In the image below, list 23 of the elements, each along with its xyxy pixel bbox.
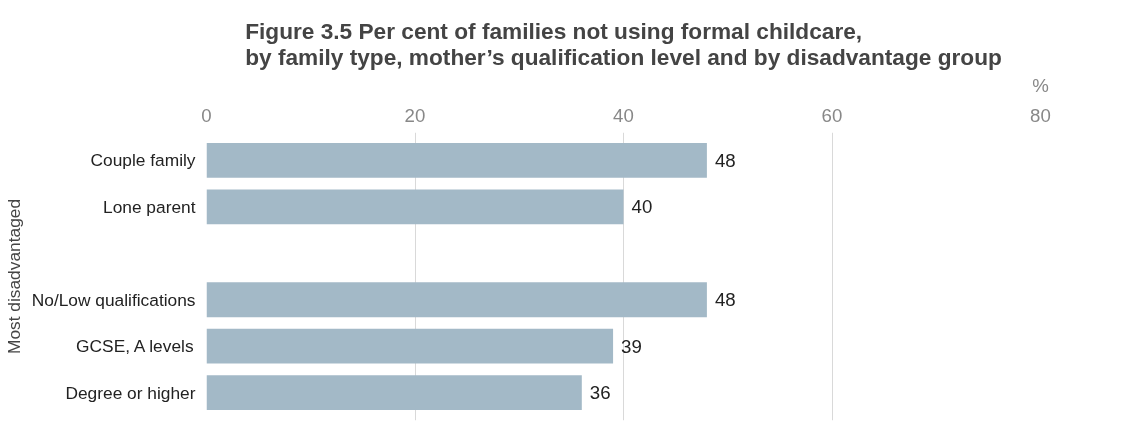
chart-title: Figure 3.5 Per cent of families not using formal childcare, by family type, mother’s qualification level and by disadvantage group xyxy=(245,17,1002,70)
bar xyxy=(206,375,582,411)
x-tick-label: 80 xyxy=(1030,104,1051,126)
bar xyxy=(206,282,707,318)
y-tick-label: No/Low qualifications xyxy=(31,289,196,310)
x-tick-label: 40 xyxy=(613,104,634,126)
data-label: 39 xyxy=(621,335,642,357)
y-tick-label: Couple family xyxy=(90,150,196,171)
y-tick-label: GCSE, A levels xyxy=(76,336,194,357)
y-tick-label: Degree or higher xyxy=(65,382,196,403)
data-label: 48 xyxy=(714,149,736,171)
y-tick-label: Lone parent xyxy=(103,196,196,217)
x-tick-label: 60 xyxy=(821,104,843,126)
bar xyxy=(206,328,614,364)
bar xyxy=(206,142,707,178)
data-label: 36 xyxy=(589,382,611,404)
data-label: 40 xyxy=(631,196,653,218)
x-tick-label: 0 xyxy=(201,104,212,126)
x-tick-label: 20 xyxy=(404,104,426,126)
x-axis-title: % xyxy=(1032,75,1049,97)
bar xyxy=(206,189,624,225)
y-axis-title: Most disadvantaged xyxy=(3,198,24,355)
data-label: 48 xyxy=(714,289,736,311)
